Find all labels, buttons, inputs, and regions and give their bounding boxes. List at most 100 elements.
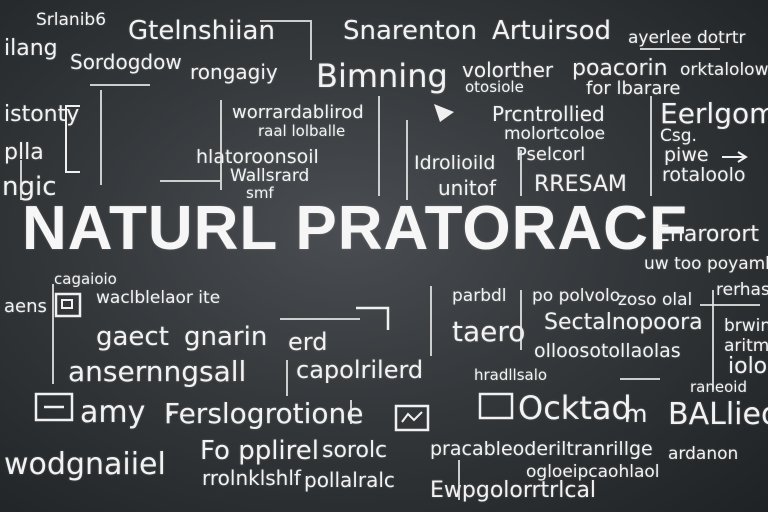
word: Pselcorl <box>516 144 586 165</box>
word: hradllsalo <box>474 366 548 384</box>
word: Idrolioild <box>414 152 496 174</box>
word: rongagiy <box>190 60 278 84</box>
chalk-line <box>650 96 652 196</box>
word: Ferslogrotione <box>164 397 364 430</box>
word: Sordogdow <box>70 50 182 74</box>
word: m <box>624 400 648 428</box>
word: raneoid <box>690 378 747 396</box>
word: piwe <box>664 144 709 166</box>
word: po polvolo <box>532 286 621 306</box>
word: Ewpgolorrtrlcal <box>430 478 597 503</box>
chalk-line <box>100 90 102 185</box>
word: ilang <box>4 36 58 61</box>
word: Enarorort <box>656 222 760 247</box>
word: capolrilerd <box>296 356 424 384</box>
chalk-line <box>90 84 150 86</box>
word: worrardablirod <box>232 102 364 123</box>
word: brwin <box>724 316 768 336</box>
box-doodle <box>34 392 74 422</box>
word: otosiole <box>465 78 524 96</box>
word: olloosotollaolas <box>534 340 681 362</box>
word: Bimning <box>316 57 448 95</box>
chalk-line <box>620 378 660 380</box>
word: molortcoloe <box>504 124 606 144</box>
word: aritmoy <box>724 336 768 356</box>
chalk-line <box>712 290 714 390</box>
word: ansernngsall <box>68 355 247 388</box>
arrow-icon <box>434 104 454 122</box>
word: Snarenton <box>343 16 478 46</box>
word: Artuirsod <box>492 16 612 46</box>
word: volorther <box>462 58 554 82</box>
word: cagaioio <box>54 270 117 288</box>
word: pracableoderiltranrillge <box>430 438 653 460</box>
chalk-line <box>220 100 222 190</box>
word: Prcntrollied <box>492 102 605 126</box>
arrow-icon <box>722 151 748 163</box>
chalk-line <box>640 48 720 50</box>
word: RRESAM <box>534 172 627 197</box>
chalk-line <box>350 400 352 424</box>
chalk-dot <box>168 412 172 416</box>
word: uw too poyamhor <box>644 254 768 274</box>
headline: NATURL PRATORACF <box>22 194 688 263</box>
chalk-line <box>378 96 380 196</box>
word: Wallsrard <box>230 166 310 186</box>
word: Gtelnshiian <box>128 16 275 46</box>
chalk-line <box>260 20 310 22</box>
word: pollalralc <box>304 468 395 492</box>
word: orktalolow <box>680 60 768 80</box>
word: Sectalnopoora <box>544 310 703 335</box>
chalk-line <box>286 360 288 396</box>
chalk-line <box>406 120 408 200</box>
box-doodle <box>54 292 82 318</box>
box-doodle <box>394 404 430 432</box>
word: aens <box>4 296 47 317</box>
word: erd <box>288 328 328 356</box>
word: ogloeipcaohlaol <box>526 462 660 482</box>
word: unitof <box>438 176 497 200</box>
word: ardanon <box>668 444 739 464</box>
word: rrolnklshlf <box>202 466 301 490</box>
word: hlatoroonsoil <box>196 146 319 168</box>
bracket-doodle <box>65 105 80 173</box>
word: iolo <box>728 354 768 379</box>
word: parbdl <box>452 286 507 306</box>
word: ngic <box>2 172 57 202</box>
chalk-line <box>280 318 360 320</box>
word: waclblelaor ite <box>96 288 221 308</box>
word: taero <box>452 315 526 348</box>
chalk-line <box>310 20 312 60</box>
word: zoso olal <box>618 290 693 310</box>
chalk-line <box>700 304 760 306</box>
word: Fo pplirel <box>200 436 319 466</box>
chalk-line <box>520 150 522 196</box>
chalk-line <box>520 290 522 350</box>
box-doodle <box>356 306 390 330</box>
chalk-line <box>160 180 220 182</box>
word: smf <box>246 184 274 202</box>
chalk-line <box>20 160 22 200</box>
word: raal lolballe <box>258 122 346 140</box>
word: amy <box>80 395 146 430</box>
word: Srlanib6 <box>36 10 107 30</box>
word: Ocktad <box>518 389 632 427</box>
word: poacorin <box>572 56 668 81</box>
word: gaect <box>96 322 169 352</box>
word: Eerlgom <box>660 97 768 130</box>
word: wodgnaiiel <box>4 447 166 482</box>
chalk-line <box>52 284 54 384</box>
chalk-line <box>458 460 460 500</box>
word: gnarin <box>184 322 268 352</box>
word: sorolc <box>322 438 388 463</box>
word: rerhasl <box>716 280 768 300</box>
chalk-line <box>430 286 432 356</box>
word: plla <box>4 140 44 165</box>
word: BALlieol <box>668 397 768 432</box>
word: istonty <box>4 102 80 127</box>
word: rotaloolo <box>662 164 746 186</box>
word: ayerlee dotrtr <box>628 28 746 48</box>
word: for lbarare <box>586 78 681 99</box>
word: Csg. <box>660 126 697 146</box>
